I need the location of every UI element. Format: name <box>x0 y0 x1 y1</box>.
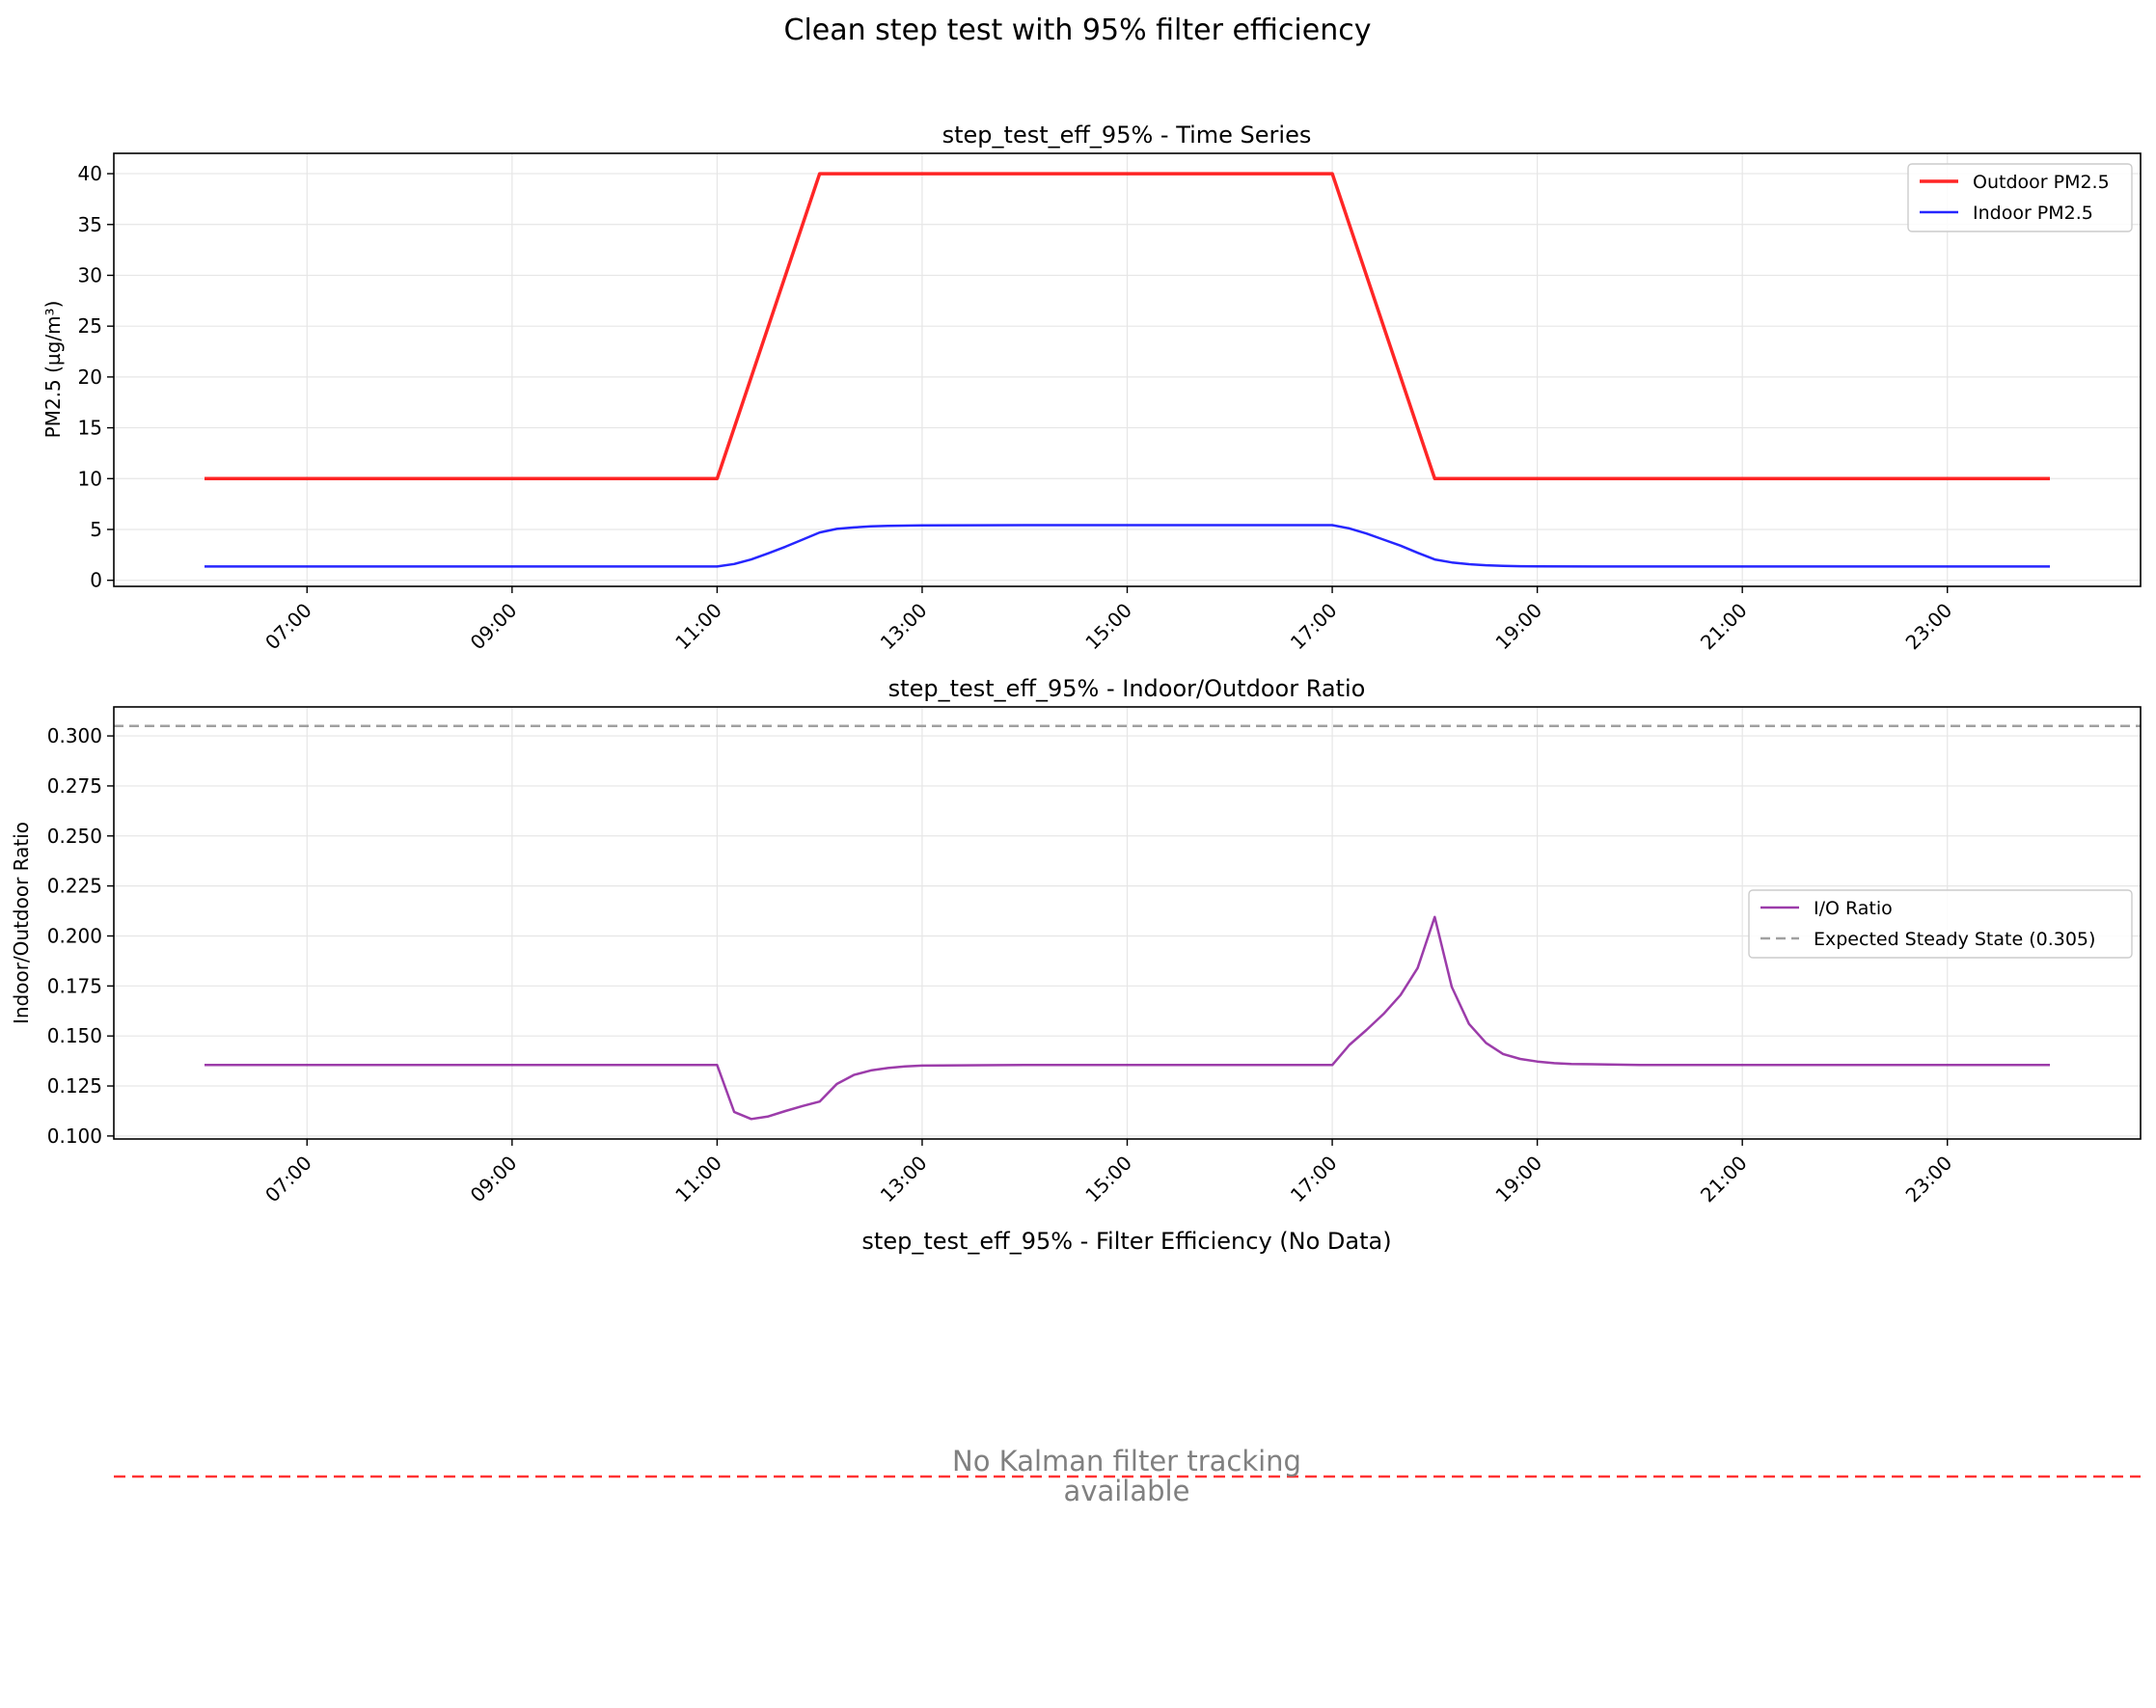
x-tick-label: 17:00 <box>1286 1152 1342 1207</box>
panel-2-series <box>114 724 2141 1121</box>
y-tick-label: 0.300 <box>47 724 102 747</box>
panel-1-ylabel: PM2.5 (µg/m³) <box>41 301 65 439</box>
y-tick-label: 0.150 <box>47 1024 102 1047</box>
y-tick-label: 5 <box>90 518 102 541</box>
y-tick-label: 25 <box>78 314 102 338</box>
y-tick-label: 15 <box>78 417 102 440</box>
legend-indoor-label: Indoor PM2.5 <box>1973 203 2093 224</box>
series-line-i-o-ratio <box>205 915 2050 1121</box>
x-tick-label: 21:00 <box>1696 1152 1752 1207</box>
panel-filter-efficiency: step_test_eff_95% - Filter Efficiency (N… <box>114 1228 2141 1507</box>
y-tick-label: 30 <box>78 263 102 286</box>
legend-steady-state-label: Expected Steady State (0.305) <box>1814 929 2095 950</box>
no-data-message-line-2: available <box>1064 1475 1190 1507</box>
panel-1-grid <box>114 153 2141 586</box>
x-tick-label: 11:00 <box>670 599 726 655</box>
no-data-message-line-1: No Kalman filter tracking <box>952 1445 1301 1478</box>
y-tick-label: 0.100 <box>47 1125 102 1148</box>
y-tick-label: 0.200 <box>47 924 102 947</box>
x-tick-label: 13:00 <box>876 599 932 655</box>
y-tick-label: 35 <box>78 213 102 236</box>
figure-title: Clean step test with 95% filter efficien… <box>784 14 1372 47</box>
y-tick-label: 0.175 <box>47 974 102 997</box>
panel-1-x-ticks: 07:00 09:00 11:00 13:00 15:00 17:00 19:00 21:00… <box>260 586 1956 654</box>
panel-2-title: step_test_eff_95% - Indoor/Outdoor Ratio <box>888 675 1366 702</box>
y-tick-label: 0.225 <box>47 875 102 898</box>
panel-2-grid <box>114 707 2141 1139</box>
y-tick-label: 0.125 <box>47 1074 102 1098</box>
panel-2-legend: I/O Ratio Expected Steady State (0.305) <box>1748 889 2133 959</box>
panel-2-y-ticks: 0.100 0.125 0.150 0.175 0.200 0.225 0.250 0.275… <box>47 724 114 1148</box>
x-tick-label: 23:00 <box>1901 1152 1957 1207</box>
x-tick-label: 11:00 <box>670 1152 726 1207</box>
x-tick-label: 17:00 <box>1286 599 1342 655</box>
y-tick-label: 10 <box>78 467 102 490</box>
x-tick-label: 13:00 <box>876 1152 932 1207</box>
panel-1-title: step_test_eff_95% - Time Series <box>942 122 1312 149</box>
panel-1-legend-box <box>1907 163 2133 232</box>
panel-io-ratio: step_test_eff_95% - Indoor/Outdoor Ratio… <box>10 675 2142 1206</box>
x-tick-label: 21:00 <box>1696 599 1752 655</box>
y-tick-label: 0.275 <box>47 774 102 798</box>
x-tick-label: 07:00 <box>260 599 316 655</box>
panel-2-x-ticks: 07:00 09:00 11:00 13:00 15:00 17:00 19:00 21:00… <box>260 1139 1956 1206</box>
x-tick-label: 15:00 <box>1080 1152 1136 1207</box>
series-line-indoor-pm2-5 <box>205 524 2050 568</box>
panel-1-series <box>205 172 2050 568</box>
x-tick-label: 09:00 <box>466 599 522 655</box>
panel-1-legend: Outdoor PM2.5 Indoor PM2.5 <box>1907 163 2133 232</box>
x-tick-label: 09:00 <box>466 1152 522 1207</box>
panel-2-legend-box <box>1748 889 2133 959</box>
y-tick-label: 0 <box>90 569 102 592</box>
x-tick-label: 23:00 <box>1901 599 1957 655</box>
legend-outdoor-label: Outdoor PM2.5 <box>1973 172 2110 193</box>
x-tick-label: 19:00 <box>1490 599 1546 655</box>
legend-io-ratio-label: I/O Ratio <box>1814 898 1893 919</box>
y-tick-label: 20 <box>78 366 102 389</box>
x-tick-label: 15:00 <box>1080 599 1136 655</box>
y-tick-label: 0.250 <box>47 825 102 848</box>
panel-2-ylabel: Indoor/Outdoor Ratio <box>10 822 33 1024</box>
y-tick-label: 40 <box>78 162 102 185</box>
panel-time-series: step_test_eff_95% - Time Series 07:00 09:… <box>41 122 2142 654</box>
panel-3-title: step_test_eff_95% - Filter Efficiency (N… <box>861 1228 1391 1255</box>
x-tick-label: 07:00 <box>260 1152 316 1207</box>
panel-1-y-ticks: 0 5 10 15 20 25 30 35 40 <box>78 162 114 592</box>
x-tick-label: 19:00 <box>1490 1152 1546 1207</box>
series-line-outdoor-pm2-5 <box>205 172 2050 481</box>
